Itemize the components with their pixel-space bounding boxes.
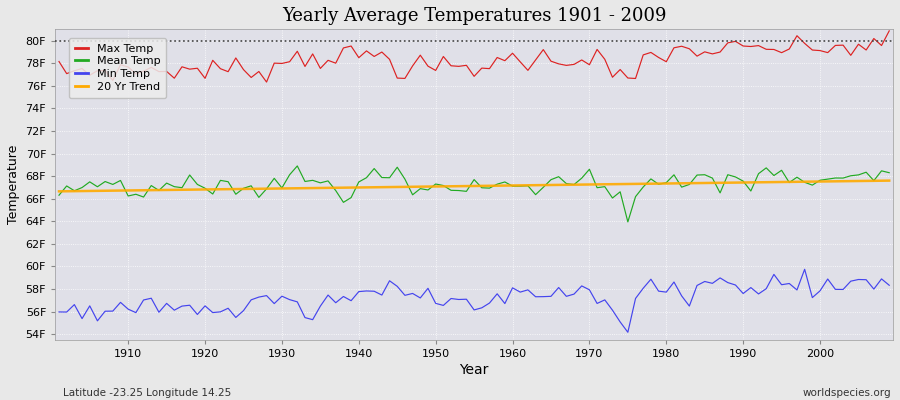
Text: worldspecies.org: worldspecies.org (803, 388, 891, 398)
X-axis label: Year: Year (459, 363, 489, 377)
Legend: Max Temp, Mean Temp, Min Temp, 20 Yr Trend: Max Temp, Mean Temp, Min Temp, 20 Yr Tre… (69, 38, 166, 98)
Text: Latitude -23.25 Longitude 14.25: Latitude -23.25 Longitude 14.25 (63, 388, 231, 398)
Title: Yearly Average Temperatures 1901 - 2009: Yearly Average Temperatures 1901 - 2009 (282, 7, 666, 25)
Y-axis label: Temperature: Temperature (7, 145, 20, 224)
